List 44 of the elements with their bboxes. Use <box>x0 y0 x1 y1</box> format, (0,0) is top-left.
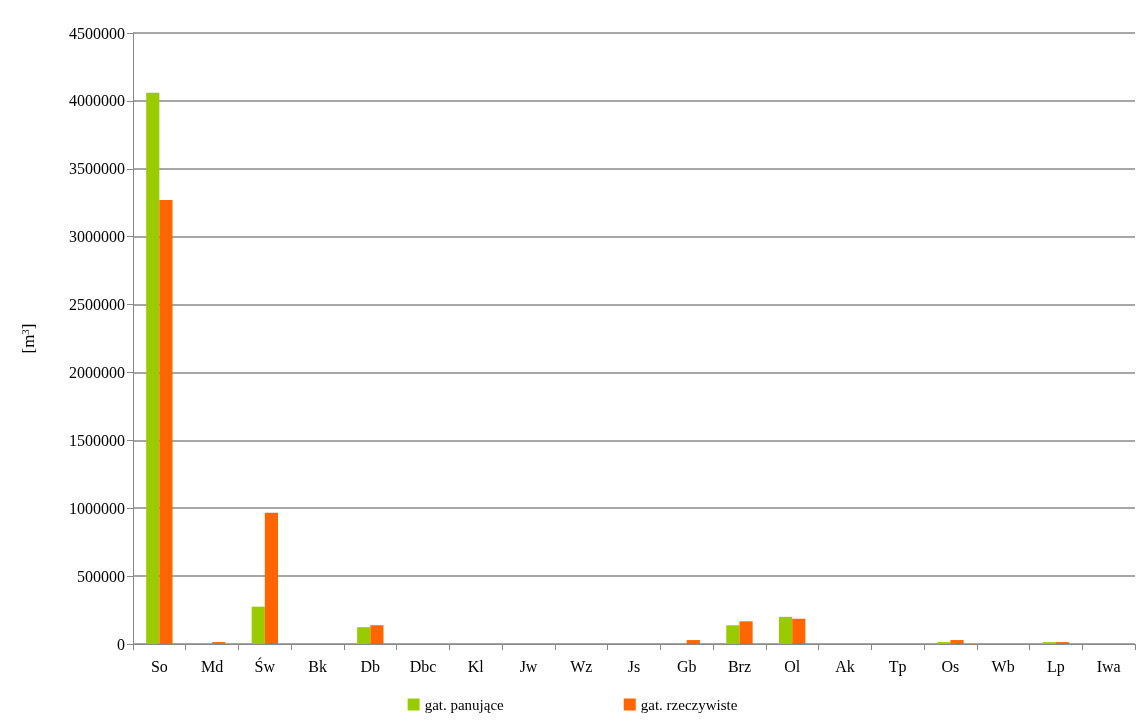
x-tick-label: So <box>150 657 168 675</box>
x-tick-label: Wz <box>570 657 593 675</box>
y-tick-label: 3500000 <box>69 160 125 178</box>
bar <box>370 625 384 644</box>
y-tick-label: 0 <box>117 635 125 653</box>
y-axis-title: [m3] <box>18 323 38 354</box>
bar <box>146 92 160 644</box>
x-tick-label: Św <box>254 656 276 675</box>
bar <box>739 621 753 644</box>
y-tick-label: 3000000 <box>69 228 125 246</box>
bar <box>792 618 806 644</box>
x-tick-label: Tp <box>888 657 907 676</box>
x-tick-label: Ol <box>784 657 801 675</box>
x-tick-label: Bk <box>308 657 327 675</box>
bar <box>264 512 279 644</box>
bar <box>686 640 700 644</box>
x-tick-label: Gb <box>676 657 697 675</box>
x-tick-label: Iwa <box>1096 657 1121 675</box>
x-tick-label: Ak <box>835 657 855 675</box>
x-tick-label: Jw <box>519 657 538 675</box>
x-tick-label: Dbc <box>409 657 437 675</box>
x-tick-label: Lp <box>1047 657 1065 676</box>
x-tick-label: Js <box>627 657 641 675</box>
x-tick-label: Os <box>941 657 960 675</box>
y-tick-label: 4000000 <box>69 92 125 110</box>
x-tick-label: Kl <box>467 657 485 675</box>
bar <box>159 200 173 644</box>
y-tick-label: 2500000 <box>69 296 125 314</box>
y-tick-label: 4500000 <box>69 24 125 42</box>
bar <box>251 606 265 644</box>
bar <box>726 625 740 644</box>
y-tick-label: 1500000 <box>69 431 125 449</box>
x-tick-label: Md <box>200 657 224 675</box>
y-tick-label: 500000 <box>77 567 125 585</box>
bar <box>357 627 371 644</box>
legend-label: gat. panujące <box>424 696 505 713</box>
x-tick-label: Brz <box>727 657 752 675</box>
x-tick-label: Wb <box>991 657 1015 675</box>
x-tick-label: Db <box>360 657 381 675</box>
bar <box>950 640 964 644</box>
y-tick-label: 2000000 <box>69 363 125 381</box>
y-tick-label: 1000000 <box>69 499 125 517</box>
legend-label: gat. rzeczywiste <box>640 696 738 713</box>
bar <box>779 616 793 644</box>
